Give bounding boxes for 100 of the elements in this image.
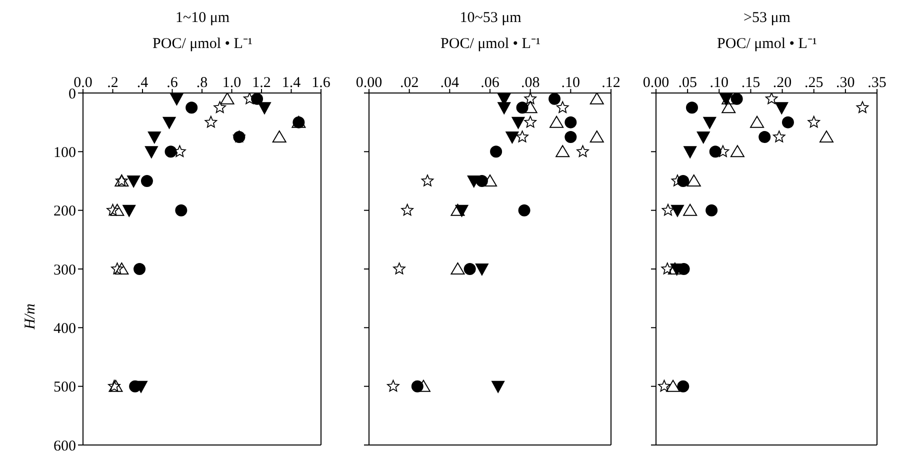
point [808,116,820,128]
point [856,101,869,113]
point [576,145,589,157]
point [730,93,743,105]
point [556,145,570,158]
point [696,132,710,144]
point [134,263,146,275]
point [506,132,519,144]
point [666,380,680,392]
point [204,116,218,128]
point [590,130,604,142]
x-tick-label: 0.00 [356,75,382,91]
x-tick-label: .10 [561,75,580,91]
point [467,176,480,188]
point [483,174,497,186]
point [658,380,670,392]
y-tick-label: 200 [54,204,76,220]
x-tick-label: .15 [741,75,760,91]
point [750,116,764,128]
x-tick-label: .06 [480,75,500,91]
y-tick-label: 600 [54,438,76,454]
x-axis-title: POC/ μmol • L⁻¹ [716,35,818,53]
point [464,263,476,275]
point [220,93,234,104]
point [175,204,188,216]
y-tick-label: 500 [54,380,76,396]
point [170,93,184,106]
x-tick-label: 1.0 [222,75,242,91]
point [401,204,414,216]
x-tick-label: .04 [440,75,460,91]
point [516,130,528,142]
x-tick-label: .25 [804,75,824,91]
x-tick-label: .35 [868,75,886,91]
x-tick-label: 1.4 [282,75,302,91]
point [524,116,536,128]
point [148,132,161,144]
y-tick-label: 0 [68,86,76,102]
x-tick-label: .4 [136,75,149,91]
point [134,380,148,393]
point [214,101,226,113]
point [450,262,465,274]
chart-title: 1~10 μm [174,10,231,27]
point [111,262,124,274]
point [108,380,120,392]
y-tick-label: 100 [54,144,76,161]
point [772,130,786,142]
point [706,204,718,216]
point [258,102,271,114]
point [590,93,604,104]
x-tick-label: .20 [772,75,792,91]
point [108,380,123,392]
point [709,146,722,158]
point [450,204,465,216]
point [564,131,577,143]
point [144,146,158,158]
point [775,102,788,114]
point [703,116,716,129]
point [524,93,536,104]
point [668,262,682,274]
x-tick-label: .30 [836,75,855,91]
x-tick-label: .08 [520,75,540,91]
x-tick-label: 0.0 [74,75,92,91]
point [819,130,834,142]
point [421,174,434,186]
point [556,101,569,113]
point [782,116,794,128]
point [730,145,744,158]
x-tick-label: .6 [166,75,178,91]
point [523,101,538,114]
x-tick-label: .02 [400,75,419,91]
x-tick-label: 1.2 [252,75,271,91]
x-tick-label: .12 [602,75,620,91]
x-tick-label: .2 [107,75,118,91]
point [765,93,778,104]
point [492,380,505,393]
point [683,204,698,216]
point [475,264,488,276]
point [758,131,771,143]
point [164,146,177,158]
point [127,176,140,188]
point [722,101,736,114]
y-tick-label: 300 [54,262,76,278]
y-axis-title: H/m [22,302,40,332]
chart-title: 10~53 μm [458,10,522,27]
x-tick-label: .05 [678,75,697,91]
x-axis-title: POC/ μmol • L⁻¹ [440,35,542,53]
point [548,93,561,105]
x-axis-title: POC/ μmol • L⁻¹ [152,35,254,53]
point [684,146,697,158]
point [662,204,674,216]
point [186,102,198,114]
point [110,204,124,216]
chart-title: >53 μm [742,10,792,27]
point [550,116,564,128]
point [686,174,701,186]
point [490,146,502,158]
point [516,102,528,114]
point [670,204,684,217]
y-tick-label: 400 [54,320,76,337]
point [387,380,400,392]
